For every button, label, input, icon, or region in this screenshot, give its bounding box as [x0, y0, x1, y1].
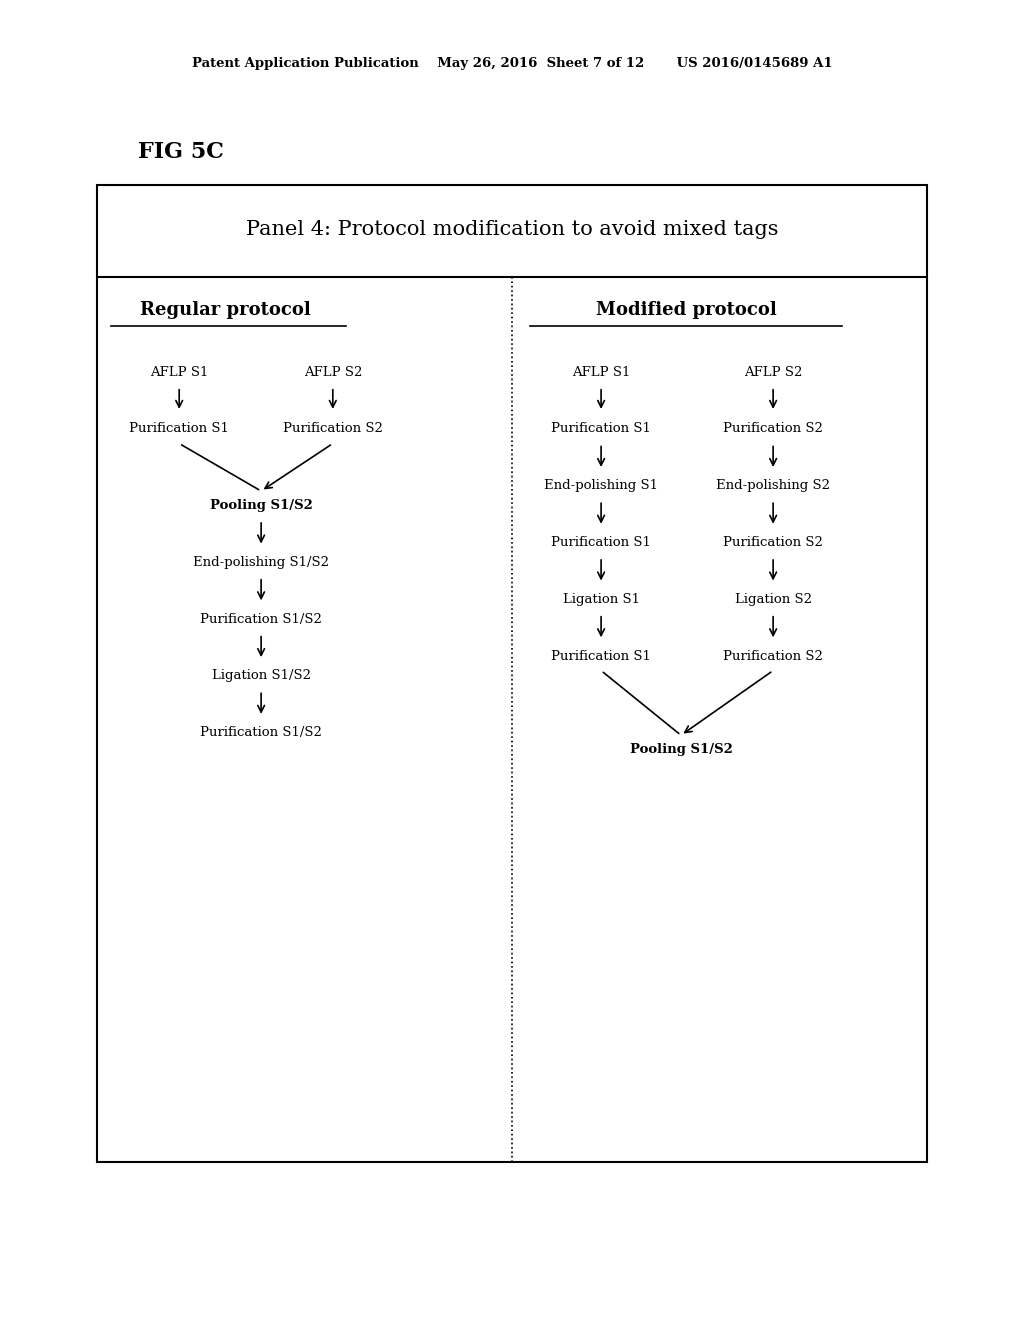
Text: Panel 4: Protocol modification to avoid mixed tags: Panel 4: Protocol modification to avoid …: [246, 220, 778, 239]
Text: Ligation S2: Ligation S2: [734, 593, 812, 606]
Text: AFLP S2: AFLP S2: [303, 366, 362, 379]
Text: Purification S1: Purification S1: [551, 649, 651, 663]
Text: Pooling S1/S2: Pooling S1/S2: [630, 743, 732, 756]
Text: Purification S1: Purification S1: [551, 536, 651, 549]
Text: Patent Application Publication    May 26, 2016  Sheet 7 of 12       US 2016/0145: Patent Application Publication May 26, 2…: [191, 57, 833, 70]
Text: Ligation S1: Ligation S1: [562, 593, 640, 606]
Text: Purification S1: Purification S1: [551, 422, 651, 436]
Text: Purification S2: Purification S2: [723, 536, 823, 549]
Text: Purification S2: Purification S2: [283, 422, 383, 436]
Text: Pooling S1/S2: Pooling S1/S2: [210, 499, 312, 512]
Text: AFLP S1: AFLP S1: [571, 366, 631, 379]
Text: Purification S1/S2: Purification S1/S2: [200, 726, 323, 739]
Text: End-polishing S1: End-polishing S1: [544, 479, 658, 492]
Text: Purification S1/S2: Purification S1/S2: [200, 612, 323, 626]
Text: Modified protocol: Modified protocol: [596, 301, 776, 319]
Text: Ligation S1/S2: Ligation S1/S2: [212, 669, 310, 682]
Text: Purification S1: Purification S1: [129, 422, 229, 436]
Text: Purification S2: Purification S2: [723, 422, 823, 436]
Text: FIG 5C: FIG 5C: [138, 141, 224, 162]
Text: End-polishing S2: End-polishing S2: [716, 479, 830, 492]
Text: End-polishing S1/S2: End-polishing S1/S2: [194, 556, 329, 569]
Text: AFLP S1: AFLP S1: [150, 366, 209, 379]
FancyBboxPatch shape: [97, 185, 927, 1162]
Text: AFLP S2: AFLP S2: [743, 366, 803, 379]
Text: Purification S2: Purification S2: [723, 649, 823, 663]
Text: Regular protocol: Regular protocol: [140, 301, 310, 319]
